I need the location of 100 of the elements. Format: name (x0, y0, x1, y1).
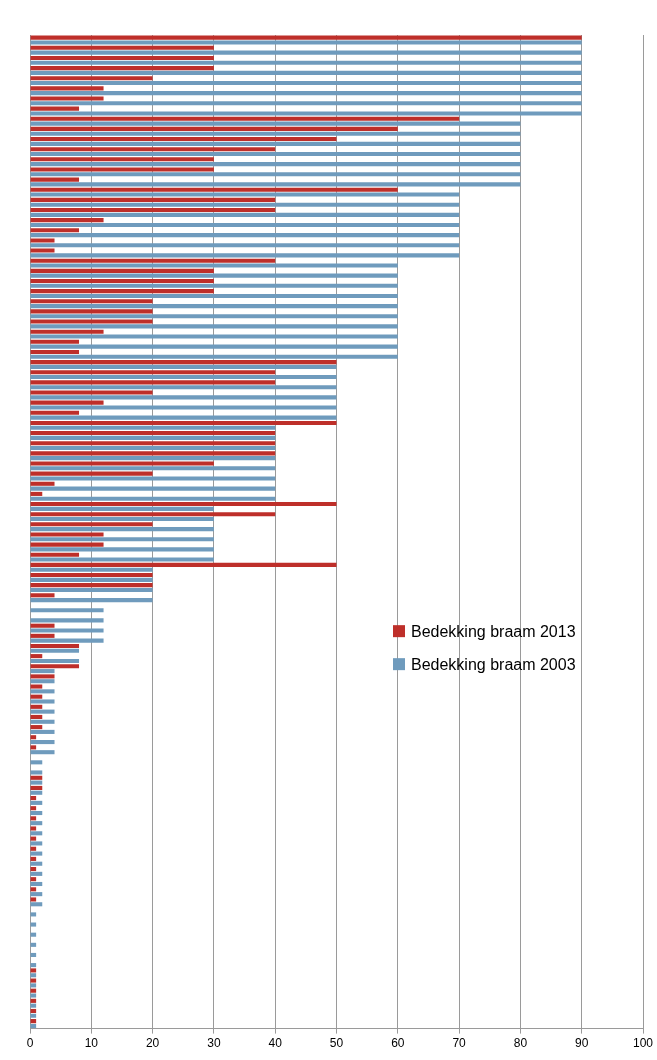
bar (30, 557, 214, 562)
bar (30, 689, 55, 694)
x-tick-label: 40 (268, 1036, 283, 1051)
legend-label: Bedekking braam 2003 (411, 655, 576, 673)
bar (30, 522, 153, 527)
bar (30, 111, 582, 116)
bar (30, 157, 214, 162)
bar (30, 415, 337, 420)
bar (30, 324, 398, 329)
bar (30, 390, 153, 395)
bar (30, 66, 214, 71)
bar (30, 527, 214, 532)
bar (30, 810, 43, 816)
bar (30, 461, 214, 466)
bar (30, 400, 104, 405)
bar (30, 167, 214, 172)
bar (30, 121, 521, 126)
bar (30, 395, 337, 400)
bar (30, 364, 337, 369)
bar (30, 80, 582, 86)
bar (30, 314, 398, 319)
bar (30, 96, 104, 101)
bar (30, 638, 104, 643)
bar (30, 263, 398, 268)
bar (30, 370, 276, 375)
bar (30, 192, 460, 197)
bar (30, 228, 80, 233)
bar (30, 491, 43, 496)
bar (30, 35, 582, 40)
bar (30, 572, 153, 578)
bar (30, 435, 276, 440)
bar (30, 268, 214, 273)
bar (30, 664, 80, 669)
bar (30, 608, 104, 613)
bar (30, 648, 80, 653)
bar (30, 881, 43, 887)
x-tick-label: 20 (145, 1036, 160, 1051)
x-tick-label: 100 (632, 1036, 654, 1051)
bar (30, 654, 43, 659)
bar (30, 207, 276, 213)
bar (30, 55, 214, 60)
bar (30, 542, 104, 547)
bar (30, 486, 276, 491)
x-tick-label: 60 (391, 1036, 405, 1051)
legend-label: Bedekking braam 2013 (411, 622, 576, 640)
bar (30, 40, 582, 45)
bar (30, 496, 276, 501)
bar (30, 233, 460, 238)
bar (30, 552, 80, 557)
bar (30, 375, 337, 380)
bar (30, 151, 521, 157)
bar (30, 187, 398, 192)
bar (30, 506, 214, 511)
bar (30, 770, 43, 775)
bar (30, 674, 55, 679)
bar (30, 679, 55, 684)
bar (30, 587, 153, 593)
bar (30, 60, 582, 65)
bar (30, 785, 43, 790)
bar (30, 831, 43, 836)
bar (30, 902, 43, 907)
bar (30, 344, 398, 349)
bar (30, 278, 214, 284)
bar (30, 790, 43, 795)
bar (30, 532, 104, 537)
bar (30, 658, 80, 663)
bar (30, 258, 276, 263)
bar (30, 623, 55, 628)
bar (30, 299, 153, 304)
bar (30, 760, 43, 765)
bar (30, 871, 43, 876)
bar (30, 471, 153, 476)
bar (30, 719, 55, 724)
bar (30, 441, 276, 446)
x-tick-label: 0 (26, 1036, 34, 1051)
bar (30, 547, 214, 552)
bar (30, 76, 153, 81)
bar (30, 218, 104, 223)
bar (30, 851, 43, 856)
bar (30, 126, 398, 131)
bar (30, 70, 582, 75)
bar (30, 283, 398, 288)
bar (30, 993, 37, 998)
bar (30, 714, 43, 720)
x-tick-label: 90 (575, 1036, 589, 1051)
bar (30, 537, 214, 542)
bar (30, 740, 55, 745)
bar (30, 800, 43, 805)
bar (30, 481, 55, 486)
bar (30, 116, 460, 121)
bar (30, 618, 104, 623)
bar (30, 669, 55, 674)
bar (30, 380, 276, 385)
bar (30, 349, 80, 355)
bar (30, 106, 80, 111)
bar (30, 516, 214, 522)
bar (30, 177, 80, 182)
x-tick-label: 30 (207, 1036, 221, 1051)
bar (30, 45, 214, 50)
x-tick-label: 10 (84, 1036, 99, 1051)
